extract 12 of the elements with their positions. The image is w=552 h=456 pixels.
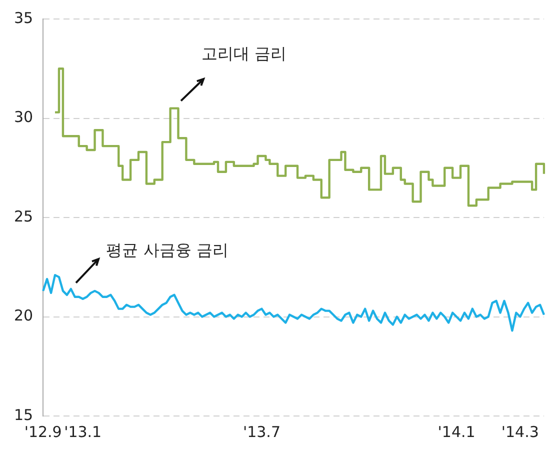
x-tick-label: '13.7 [242,422,281,441]
x-tick-label: '14.3 [501,422,539,441]
y-tick-label: 35 [14,8,34,27]
annotation: 고리대 금리 [201,44,286,63]
annotation: 평균 사금융 금리 [106,240,228,260]
x-tick-label: '13.1 [64,422,102,441]
y-tick-label: 15 [14,406,34,424]
y-tick-label: 20 [14,306,34,325]
x-tick-label: '12.9 [24,422,62,441]
x-tick-label: '14.1 [438,422,476,441]
y-tick-label: 25 [14,207,34,226]
y-tick-label: 30 [14,108,34,126]
